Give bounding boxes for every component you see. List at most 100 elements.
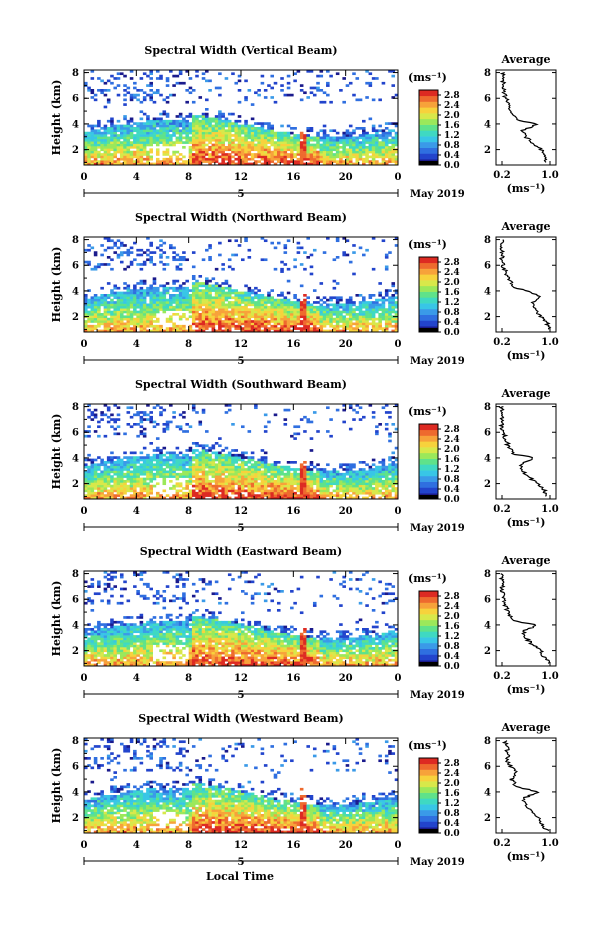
heatmap-cell: [384, 265, 389, 269]
heatmap-cell: [129, 482, 134, 486]
heatmap-cell: [257, 148, 261, 152]
heatmap-cell: [139, 291, 144, 295]
heatmap-cell: [231, 315, 235, 319]
heatmap-cell: [169, 129, 173, 133]
heatmap-cell: [136, 296, 140, 300]
heatmap-cell: [133, 451, 137, 455]
heatmap-cell: [218, 305, 222, 309]
heatmap-cell: [149, 148, 153, 152]
heatmap-cell: [214, 134, 219, 137]
heatmap-cell: [312, 301, 317, 304]
heatmap-cell: [375, 303, 379, 307]
heatmap-cell: [342, 141, 346, 144]
heatmap-cell: [93, 160, 98, 163]
heatmap-cell: [103, 160, 108, 163]
heatmap-cell: [394, 244, 399, 247]
heatmap-cell: [332, 286, 337, 290]
heatmap-cell: [335, 138, 340, 142]
heatmap-cell: [152, 477, 157, 481]
heatmap-cell: [93, 124, 98, 128]
heatmap-cell: [139, 131, 144, 135]
heatmap-cell: [155, 119, 160, 123]
heatmap-cell: [178, 294, 183, 297]
heatmap-cell: [165, 308, 170, 311]
heatmap-cell: [149, 458, 153, 462]
heatmap-cell: [195, 157, 199, 161]
heatmap-cell: [178, 256, 183, 259]
heatmap-cell: [175, 74, 180, 78]
heatmap-cell: [152, 305, 157, 309]
heatmap-cell: [254, 91, 258, 95]
heatmap-cell: [244, 484, 248, 488]
heatmap-cell: [227, 148, 232, 152]
heatmap-cell: [254, 310, 258, 314]
heatmap-cell: [208, 157, 212, 161]
heatmap-cell: [227, 294, 232, 297]
heatmap-cell: [159, 308, 163, 311]
heatmap-cell: [260, 310, 265, 314]
heatmap-cell: [90, 310, 95, 314]
heatmap-cell: [224, 298, 229, 302]
colorbar-tick-label: 1.6: [444, 121, 460, 131]
heatmap-cell: [149, 77, 153, 80]
heatmap-cell: [90, 143, 95, 147]
heatmap-cell: [162, 461, 167, 464]
heatmap-cell: [97, 296, 101, 300]
heatmap-cell: [362, 157, 366, 161]
heatmap-cell: [97, 150, 101, 154]
heatmap-cell: [293, 494, 297, 497]
heatmap-cell: [362, 143, 366, 147]
heatmap-cell: [119, 305, 124, 309]
heatmap-cell: [103, 477, 108, 481]
heatmap-cell: [116, 305, 121, 309]
heatmap-cell: [191, 406, 196, 410]
heatmap-cell: [142, 260, 147, 264]
heatmap-cell: [116, 124, 121, 128]
heatmap-cell: [100, 160, 104, 163]
heatmap-cell: [139, 411, 144, 414]
heatmap-cell: [299, 313, 304, 316]
heatmap-cell: [241, 143, 245, 147]
heatmap-cell: [133, 423, 137, 426]
x-tick-label: 8: [185, 339, 192, 350]
heatmap-cell: [316, 480, 320, 483]
heatmap-cell: [208, 129, 212, 133]
heatmap-cell: [142, 308, 147, 311]
heatmap-cell: [90, 465, 95, 469]
heatmap-cell: [263, 89, 268, 92]
heatmap-cell: [211, 480, 216, 483]
heatmap-cell: [169, 320, 173, 323]
heatmap-cell: [152, 324, 157, 328]
heatmap-cell: [224, 296, 229, 300]
heatmap-cell: [273, 301, 278, 304]
heatmap-cell: [303, 327, 307, 330]
heatmap-cell: [90, 298, 95, 302]
heatmap-cell: [110, 267, 114, 271]
heatmap-cell: [211, 148, 216, 152]
heatmap-cell: [362, 141, 366, 144]
heatmap-cell: [110, 117, 114, 121]
heatmap-cell: [384, 324, 389, 328]
heatmap-cell: [270, 313, 275, 316]
heatmap-cell: [241, 136, 245, 140]
heatmap-cell: [172, 134, 176, 137]
heatmap-cell: [227, 157, 232, 161]
heatmap-cell: [87, 465, 91, 469]
heatmap-cell: [84, 458, 88, 462]
heatmap-cell: [205, 461, 209, 464]
panel-title: Spectral Width (Southward Beam): [135, 378, 347, 391]
heatmap-cell: [234, 468, 239, 471]
heatmap-cell: [286, 496, 291, 500]
heatmap-cell: [234, 480, 239, 483]
heatmap-cell: [133, 496, 137, 500]
heatmap-cell: [312, 317, 317, 321]
heatmap-cell: [165, 305, 170, 309]
heatmap-cell: [100, 322, 104, 326]
heatmap-cell: [221, 303, 225, 307]
heatmap-cell: [97, 308, 101, 311]
heatmap-cell: [188, 115, 193, 118]
heatmap-cell: [133, 324, 137, 328]
heatmap-cell: [352, 138, 356, 142]
heatmap-cell: [100, 489, 104, 493]
heatmap-cell: [326, 143, 330, 147]
